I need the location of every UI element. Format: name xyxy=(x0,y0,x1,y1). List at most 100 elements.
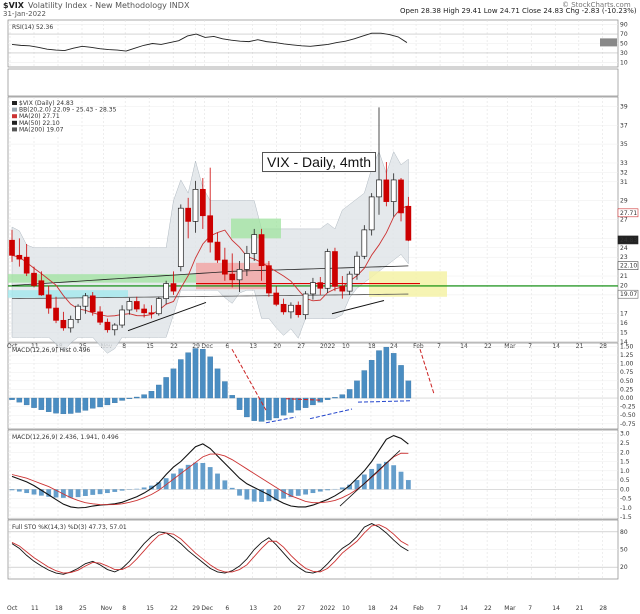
macd-hist-bar xyxy=(24,489,30,494)
macd-hist-bar xyxy=(215,473,220,490)
macd-tick-label: 1.0 xyxy=(620,468,630,475)
macd-hist-bar xyxy=(325,489,331,491)
x-tick-label: 14 xyxy=(460,605,468,612)
x-tick-label: 22 xyxy=(484,605,492,612)
macd-hist-bar xyxy=(97,489,103,495)
candle-body xyxy=(23,256,30,274)
sto-label: Full STO %K(14,3) %D(3) 47.73, 57.01 xyxy=(12,524,127,531)
x-tick-label: 13 xyxy=(249,605,257,612)
x-tick-label: 8 xyxy=(122,605,126,612)
hist-bar xyxy=(141,394,147,399)
candle-body xyxy=(163,283,169,300)
hist-bar xyxy=(163,377,169,399)
chart-date: 31-Jan-2022 xyxy=(3,10,46,18)
hist-bar xyxy=(104,397,111,406)
x-tick-label: 28 xyxy=(599,605,607,612)
quote-line: Open 28.38 High 29.41 Low 24.71 Close 24… xyxy=(400,7,637,15)
candle-body xyxy=(16,254,23,260)
price-value-label: 24.83 xyxy=(620,237,637,244)
price-tick-label: 24 xyxy=(620,245,628,252)
hist-bar xyxy=(251,397,257,421)
hist-tick-label: 1.00 xyxy=(620,361,634,368)
hist-bar xyxy=(156,384,162,399)
price-value-box xyxy=(617,289,639,299)
legend-entry: BB(20,2.0) 22.09 - 25.43 - 28.35 xyxy=(19,107,117,114)
macd-hist-bar xyxy=(317,489,323,492)
hist-bar xyxy=(207,356,213,399)
macd-hist-bar xyxy=(237,489,242,496)
hist-bar xyxy=(45,397,52,412)
macd-hist-bar xyxy=(244,489,250,500)
legend-entry: $VIX (Daily) 24.83 xyxy=(19,100,74,107)
macd-hist-bar xyxy=(339,487,345,490)
candle-body xyxy=(317,282,324,289)
hist-bar xyxy=(16,397,23,403)
hist-tick-label: 1.50 xyxy=(620,343,634,350)
candle-body xyxy=(155,298,162,315)
panel-frame-spacer xyxy=(7,68,619,97)
macd-tick-label: -1.0 xyxy=(620,505,632,512)
macd-hist-bar xyxy=(193,462,198,490)
candle-body xyxy=(60,319,67,329)
macd-hist-bar xyxy=(149,485,154,490)
hist-tick-label: -0.25 xyxy=(620,404,636,411)
macd-hist-bar xyxy=(222,480,228,490)
candle-body xyxy=(133,301,140,310)
chart-name: Volatility Index - New Methodology INDX xyxy=(28,1,190,10)
macd-hist-bar xyxy=(229,487,235,490)
macd-hist-bar xyxy=(369,468,375,490)
price-value-label: 22.10 xyxy=(620,263,637,270)
candle-body xyxy=(53,307,59,321)
candle-body xyxy=(236,269,243,281)
macd-hist-bar xyxy=(347,484,353,490)
hist-bar xyxy=(324,397,331,400)
sto-tick-label: 80 xyxy=(620,529,628,536)
macd-hist-bar xyxy=(105,489,110,494)
hist-bar xyxy=(89,397,96,409)
hist-bar xyxy=(383,346,390,399)
candle-body xyxy=(324,251,331,289)
candle-body xyxy=(390,179,397,202)
macd-hist-bar xyxy=(383,461,389,490)
price-tick-label: 15 xyxy=(620,330,628,337)
hist-bar xyxy=(75,397,81,413)
macd-hist-bar xyxy=(405,480,411,490)
hist-tick-label: -0.50 xyxy=(620,412,636,419)
zone-green-upper xyxy=(231,218,281,239)
macd-tick-label: 0.0 xyxy=(620,486,630,493)
hist-bar xyxy=(23,397,30,406)
sto-tick-label: 20 xyxy=(620,564,628,571)
price-tick-label: 27 xyxy=(620,217,628,224)
macd-tick-label: 3.0 xyxy=(620,431,630,438)
x-tick-label: 6 xyxy=(225,605,229,612)
candle-body xyxy=(75,305,81,320)
price-tick-label: 21 xyxy=(620,273,628,280)
macd-tick-label: -1.5 xyxy=(620,514,632,521)
x-tick-label: 25 xyxy=(79,605,87,612)
candle-body xyxy=(376,179,382,198)
candle-body xyxy=(222,259,228,275)
candle-body xyxy=(295,304,302,316)
hist-tick-label: 0.75 xyxy=(620,369,634,376)
x-tick-label: 14 xyxy=(552,605,560,612)
signal-line xyxy=(11,452,409,506)
macd-tick-label: 1.5 xyxy=(620,459,630,466)
macd-hist-bar xyxy=(398,471,404,490)
hist-tick-label: 0.25 xyxy=(620,386,634,393)
candle-body xyxy=(229,273,236,281)
price-tick-label: 39 xyxy=(620,103,628,110)
x-tick-label: 27 xyxy=(297,605,305,612)
macd-hist-bar xyxy=(31,489,37,495)
candle-body xyxy=(244,253,250,270)
hist-tick-label: 0.00 xyxy=(620,395,634,402)
hist-bar xyxy=(192,348,199,399)
hist-label: MACD(12,26,9) Hist 0.496 xyxy=(12,347,90,354)
price-value-box xyxy=(617,261,639,270)
chart-symbol: $VIX xyxy=(3,1,24,10)
legend-entry: MA(200) 19.07 xyxy=(19,126,64,133)
x-tick-label: 10 xyxy=(342,605,350,612)
ma50-line xyxy=(11,265,409,286)
macd-hist-bar xyxy=(163,478,169,490)
rsi-tick-label: 70 xyxy=(620,31,628,38)
hist-bar xyxy=(405,380,412,399)
